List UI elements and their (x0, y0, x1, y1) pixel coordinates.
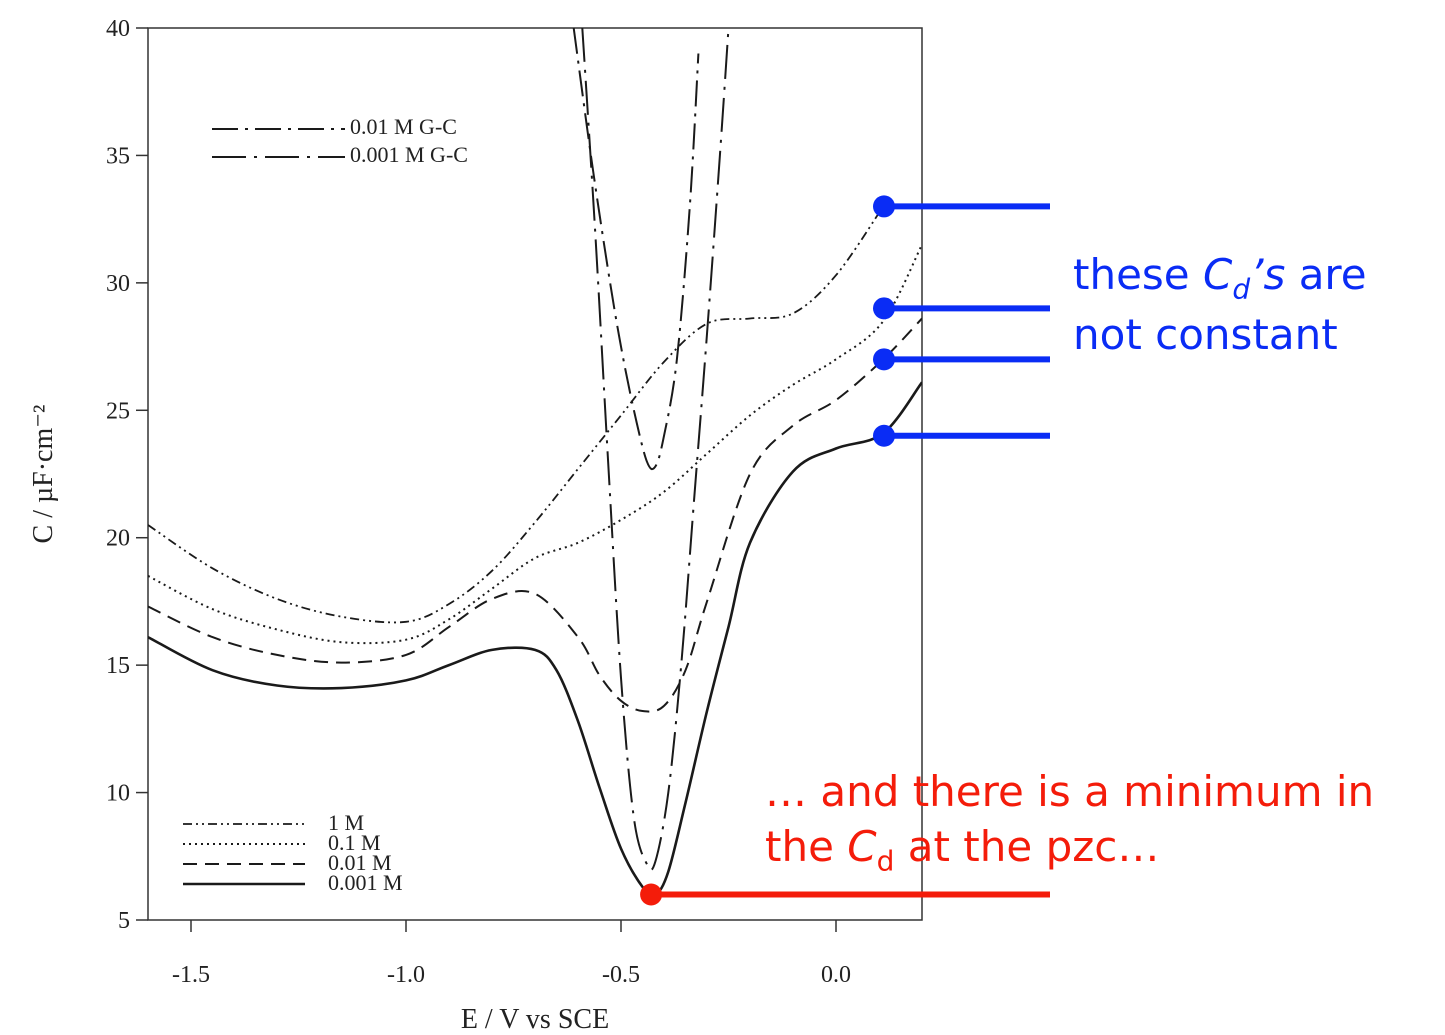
legend-label: 0.01 M (328, 850, 392, 875)
y-tick-label: 20 (106, 526, 130, 552)
x-tick-label: 0.0 (821, 962, 851, 988)
blue-pointer-dot (873, 195, 895, 218)
annotation-minimum-pzc: … and there is a minimum in the Cd at th… (765, 767, 1375, 877)
y-tick-label: 40 (106, 16, 130, 42)
x-tick-label: -0.5 (602, 962, 640, 988)
series-line-0-01-m-g-c (572, 28, 700, 471)
legend-label: 0.1 M (328, 830, 381, 855)
y-tick-label: 5 (118, 908, 130, 934)
blue-pointer-dot (873, 348, 895, 371)
blue-pointer-dot (873, 424, 895, 447)
annotation-not-constant: these Cd’s are not constant (1073, 250, 1367, 359)
y-tick-label: 30 (106, 271, 130, 297)
y-axis-label: C / µF·cm⁻² (28, 405, 59, 544)
x-axis-label: E / V vs SCE (461, 1004, 609, 1035)
marker-layer (640, 195, 1050, 906)
legend-layer: 0.01 M G-C 0.001 M G-C 1 M0.1 M0.01 M0.001… (183, 114, 468, 895)
y-tick-label: 35 (106, 143, 130, 169)
series-line-0-001-m-g-c (581, 28, 730, 871)
y-tick-label: 15 (106, 653, 130, 679)
series-line-0-001-m (148, 381, 922, 897)
x-tick-label: -1.5 (172, 962, 210, 988)
x-tick-label: -1.0 (387, 962, 425, 988)
axes: 5 10 15 20 25 30 35 40 -1.5 -1.0 -0.5 0.0 E / V vs S… (28, 16, 923, 1035)
cd-symbol: Cd’s (1203, 250, 1286, 306)
legend-label: 0.001 M G-C (350, 142, 468, 167)
blue-pointer-dot (873, 297, 895, 320)
series-line-1-m (148, 205, 885, 624)
series-line-0-01-m (148, 317, 922, 713)
legend-label: 1 M (328, 810, 364, 835)
series-layer (148, 28, 922, 897)
legend-label: 0.001 M (328, 870, 403, 895)
series-line-0-1-m (148, 244, 922, 645)
cd-symbol-red: C (847, 821, 877, 871)
legend-label: 0.01 M G-C (350, 114, 457, 139)
plot-frame (147, 27, 923, 921)
y-tick-label: 25 (106, 398, 130, 424)
y-tick-label: 10 (106, 781, 130, 807)
red-pointer-dot (640, 883, 663, 906)
